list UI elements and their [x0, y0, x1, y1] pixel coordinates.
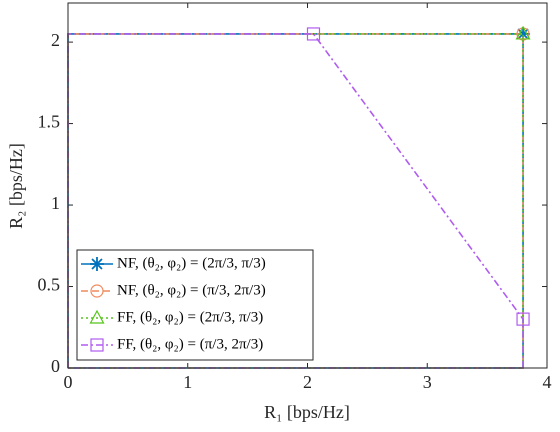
marker — [516, 312, 530, 326]
marker — [515, 25, 531, 40]
x-tick-label: 2 — [303, 372, 312, 392]
marker — [306, 27, 321, 41]
y-tick-label: 0 — [51, 356, 60, 376]
x-tick-label: 4 — [543, 372, 552, 392]
legend-box — [76, 249, 314, 361]
x-tick-label: 1 — [183, 372, 192, 392]
x-tick-label: 0 — [64, 372, 73, 392]
y-axis-label: R₂ [bps/Hz] — [6, 143, 26, 229]
legend-marker — [90, 257, 104, 271]
y-tick-label: 2 — [51, 30, 60, 50]
y-tick-label: 0.5 — [38, 275, 61, 295]
legend-label: NF, (θ₂, φ₂) = (2π/3, π/3) — [117, 255, 266, 271]
legend-marker — [90, 284, 104, 298]
y-tick-label: 1.5 — [38, 112, 61, 132]
legend: NF, (θ₂, φ₂) = (2π/3, π/3) NF, (θ₂, φ₂) =… — [76, 249, 314, 361]
series-line — [67, 33, 524, 369]
axes-box — [67, 2, 548, 369]
legend-marker — [89, 309, 105, 324]
legend-label: NF, (θ₂, φ₂) = (π/3, 2π/3) — [117, 282, 266, 298]
legend-label: FF, (θ₂, φ₂) = (π/3, 2π/3) — [117, 336, 263, 352]
legend-label: FF, (θ₂, φ₂) = (2π/3, π/3) — [117, 309, 263, 325]
legend-marker — [90, 338, 104, 352]
y-tick-label: 1 — [51, 193, 60, 213]
x-axis-label: R₁ [bps/Hz] — [264, 402, 350, 422]
x-tick-label: 3 — [423, 372, 432, 392]
marker — [516, 26, 531, 41]
